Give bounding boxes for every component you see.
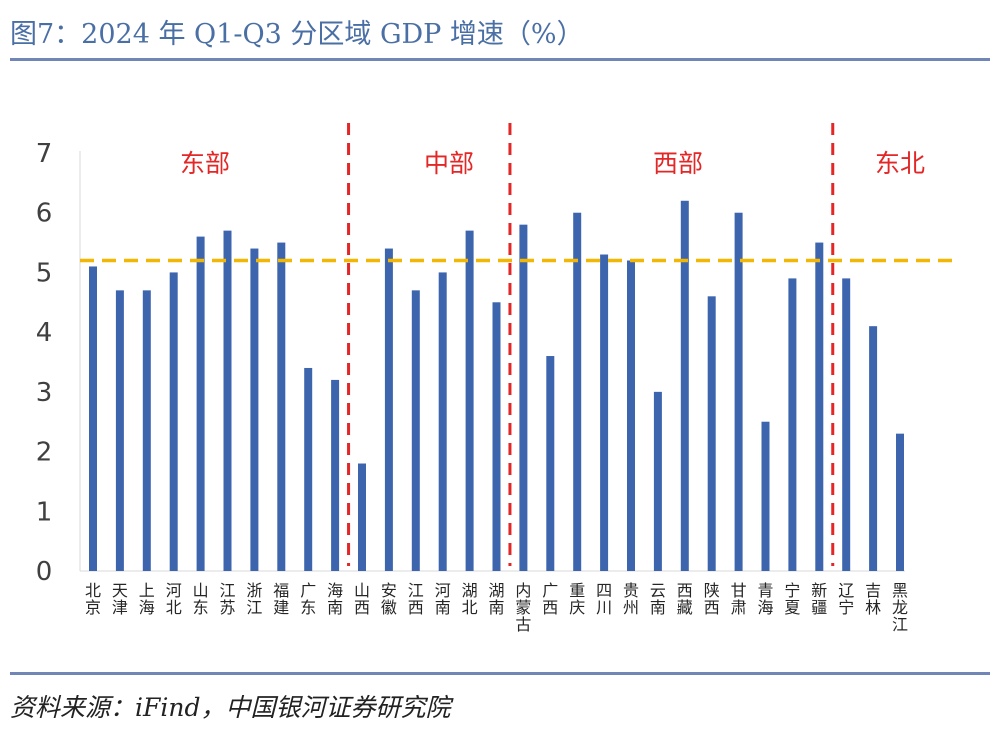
bar bbox=[223, 230, 232, 571]
x-tick-label: 四川 bbox=[596, 581, 612, 617]
x-tick-label: 新疆 bbox=[811, 581, 827, 617]
bar bbox=[465, 230, 474, 571]
bar bbox=[304, 367, 313, 571]
x-tick-label: 重庆 bbox=[569, 581, 585, 617]
bar bbox=[89, 266, 97, 571]
y-tick-label: 4 bbox=[36, 318, 53, 348]
x-tick-label: 宁夏 bbox=[784, 581, 800, 617]
x-tick-label: 贵州 bbox=[623, 581, 639, 617]
y-tick-label: 6 bbox=[36, 199, 53, 229]
figure-source: 资料来源：iFind，中国银河证券研究院 bbox=[10, 693, 451, 722]
y-tick-label: 1 bbox=[36, 497, 53, 527]
x-tick-label: 浙江 bbox=[246, 581, 262, 617]
bar bbox=[627, 260, 635, 571]
bar bbox=[869, 326, 878, 571]
y-tick-label: 0 bbox=[36, 557, 53, 587]
x-tick-label: 海南 bbox=[327, 581, 343, 617]
x-tick-label: 河南 bbox=[435, 581, 451, 617]
bar bbox=[384, 248, 393, 572]
x-tick-label: 西藏 bbox=[677, 581, 693, 617]
x-tick-label: 福建 bbox=[273, 581, 289, 617]
region-label: 中部 bbox=[424, 149, 474, 178]
x-tick-label: 安徽 bbox=[381, 581, 397, 617]
x-tick-label: 湖南 bbox=[488, 581, 504, 617]
x-tick-label: 广东 bbox=[300, 581, 316, 617]
region-label: 东部 bbox=[180, 149, 230, 178]
x-tick-label: 山东 bbox=[193, 581, 209, 617]
x-tick-label: 天津 bbox=[112, 581, 128, 617]
bar bbox=[492, 302, 501, 571]
x-tick-label: 山西 bbox=[354, 581, 370, 617]
source-divider bbox=[10, 672, 990, 675]
y-tick-label: 3 bbox=[36, 378, 53, 408]
x-tick-label: 甘肃 bbox=[731, 581, 747, 617]
region-label: 东北 bbox=[875, 149, 925, 178]
bar bbox=[196, 236, 205, 571]
bar bbox=[707, 296, 716, 571]
bar bbox=[573, 212, 582, 571]
bar bbox=[680, 200, 689, 571]
x-tick-label: 青海 bbox=[757, 581, 773, 617]
bar bbox=[653, 391, 662, 571]
bar bbox=[358, 463, 366, 571]
y-tick-label: 7 bbox=[36, 139, 53, 169]
x-tick-label: 江苏 bbox=[219, 581, 235, 617]
x-tick-label: 陕西 bbox=[704, 581, 720, 617]
x-tick-label: 辽宁 bbox=[838, 581, 854, 617]
bar bbox=[546, 356, 555, 571]
y-tick-label: 5 bbox=[36, 258, 53, 288]
bar bbox=[331, 379, 340, 571]
x-tick-label: 河北 bbox=[166, 581, 182, 617]
y-tick-label: 2 bbox=[36, 438, 53, 468]
x-tick-label: 上海 bbox=[139, 581, 155, 617]
x-tick-label: 湖北 bbox=[462, 581, 478, 617]
region-label: 西部 bbox=[653, 149, 703, 178]
bar bbox=[169, 272, 178, 571]
x-tick-label: 内蒙古 bbox=[515, 581, 531, 634]
x-tick-label: 黑龙江 bbox=[892, 581, 908, 634]
bar bbox=[896, 433, 904, 571]
bar bbox=[842, 278, 851, 571]
bar bbox=[761, 421, 770, 571]
x-tick-label: 江西 bbox=[408, 581, 424, 617]
bar bbox=[277, 242, 286, 572]
x-tick-label: 北京 bbox=[85, 581, 101, 617]
bar bbox=[142, 290, 151, 571]
bar bbox=[788, 278, 797, 571]
bar bbox=[519, 224, 528, 571]
bar bbox=[734, 212, 743, 571]
figure-title: 图7：2024 年 Q1-Q3 分区域 GDP 增速（%） bbox=[10, 19, 584, 50]
x-tick-label: 广西 bbox=[542, 581, 558, 617]
bar bbox=[115, 290, 124, 571]
x-tick-label: 云南 bbox=[650, 581, 666, 617]
bar bbox=[815, 242, 824, 572]
bar bbox=[438, 272, 447, 571]
bar bbox=[600, 254, 609, 571]
bar bbox=[411, 290, 420, 571]
title-divider bbox=[10, 58, 990, 61]
x-tick-label: 吉林 bbox=[865, 581, 881, 617]
bar bbox=[250, 248, 259, 572]
